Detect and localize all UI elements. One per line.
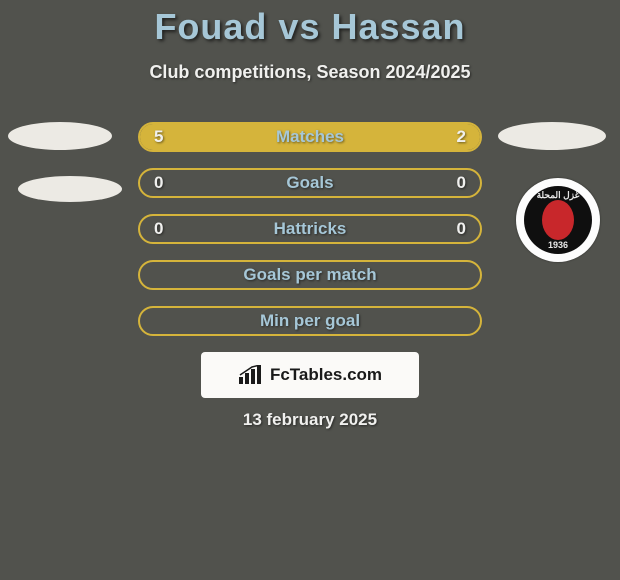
club-badge: غزل المحلة 1936 (516, 178, 600, 262)
brand-text: FcTables.com (270, 365, 382, 385)
player-avatar-left-1 (8, 122, 112, 150)
comparison-bars: 5 Matches 2 0 Goals 0 0 Hattricks 0 Goal… (138, 122, 482, 352)
player-avatar-left-2 (18, 176, 122, 202)
bar-value-left: 0 (154, 219, 163, 239)
bar-row-min-per-goal: Min per goal (138, 306, 482, 336)
club-badge-inner: غزل المحلة 1936 (524, 186, 592, 254)
club-badge-bottom-text: 1936 (548, 240, 568, 250)
bar-row-goals-per-match: Goals per match (138, 260, 482, 290)
bar-row-hattricks: 0 Hattricks 0 (138, 214, 482, 244)
bar-value-right: 2 (457, 127, 466, 147)
bar-label: Goals per match (243, 265, 376, 285)
club-badge-top-text: غزل المحلة (537, 190, 580, 201)
bar-value-right: 0 (457, 173, 466, 193)
page-subtitle: Club competitions, Season 2024/2025 (0, 62, 620, 83)
bar-label: Matches (276, 127, 344, 147)
player-avatar-right-1 (498, 122, 606, 150)
bar-label: Min per goal (260, 311, 360, 331)
club-badge-accent (542, 200, 574, 240)
bar-label: Goals (286, 173, 333, 193)
bar-label: Hattricks (274, 219, 347, 239)
infographic-container: Fouad vs Hassan Club competitions, Seaso… (0, 0, 620, 580)
brand-box: FcTables.com (201, 352, 419, 398)
bar-value-left: 5 (154, 127, 163, 147)
brand-chart-icon (238, 365, 264, 385)
bar-row-goals: 0 Goals 0 (138, 168, 482, 198)
bar-row-matches: 5 Matches 2 (138, 122, 482, 152)
bar-value-left: 0 (154, 173, 163, 193)
page-title: Fouad vs Hassan (0, 6, 620, 48)
bar-fill-left (140, 124, 381, 150)
bar-value-right: 0 (457, 219, 466, 239)
date-text: 13 february 2025 (0, 410, 620, 430)
